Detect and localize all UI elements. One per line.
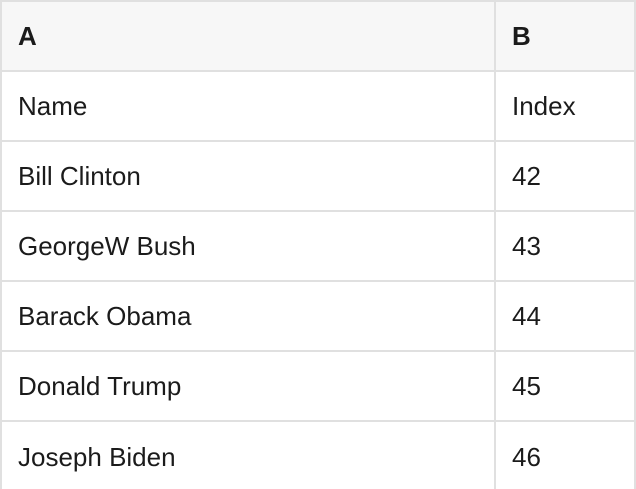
cell-name-bill-clinton[interactable]: Bill Clinton <box>2 142 496 210</box>
table-row: Name Index <box>2 72 634 142</box>
column-header-a[interactable]: A <box>2 2 496 70</box>
cell-index-label[interactable]: Index <box>512 91 576 121</box>
column-header-b[interactable]: B <box>512 21 531 51</box>
cell-name-joseph-biden[interactable]: Joseph Biden <box>2 422 496 489</box>
table-row: Joseph Biden 46 <box>2 422 634 489</box>
table-row: Barack Obama 44 <box>2 282 634 352</box>
cell-index-44[interactable]: 44 <box>512 301 541 331</box>
cell-index-45[interactable]: 45 <box>512 371 541 401</box>
cell-name-label[interactable]: Name <box>2 72 496 140</box>
cell-name-donald-trump[interactable]: Donald Trump <box>2 352 496 420</box>
table-header-row: A B <box>2 2 634 72</box>
cell-index-43[interactable]: 43 <box>512 231 541 261</box>
cell-index-46[interactable]: 46 <box>512 442 541 472</box>
cell-name-barack-obama[interactable]: Barack Obama <box>2 282 496 350</box>
table-row: Donald Trump 45 <box>2 352 634 422</box>
cell-name-georgew-bush[interactable]: GeorgeW Bush <box>2 212 496 280</box>
table-row: Bill Clinton 42 <box>2 142 634 212</box>
cell-index-42[interactable]: 42 <box>512 161 541 191</box>
table-row: GeorgeW Bush 43 <box>2 212 634 282</box>
